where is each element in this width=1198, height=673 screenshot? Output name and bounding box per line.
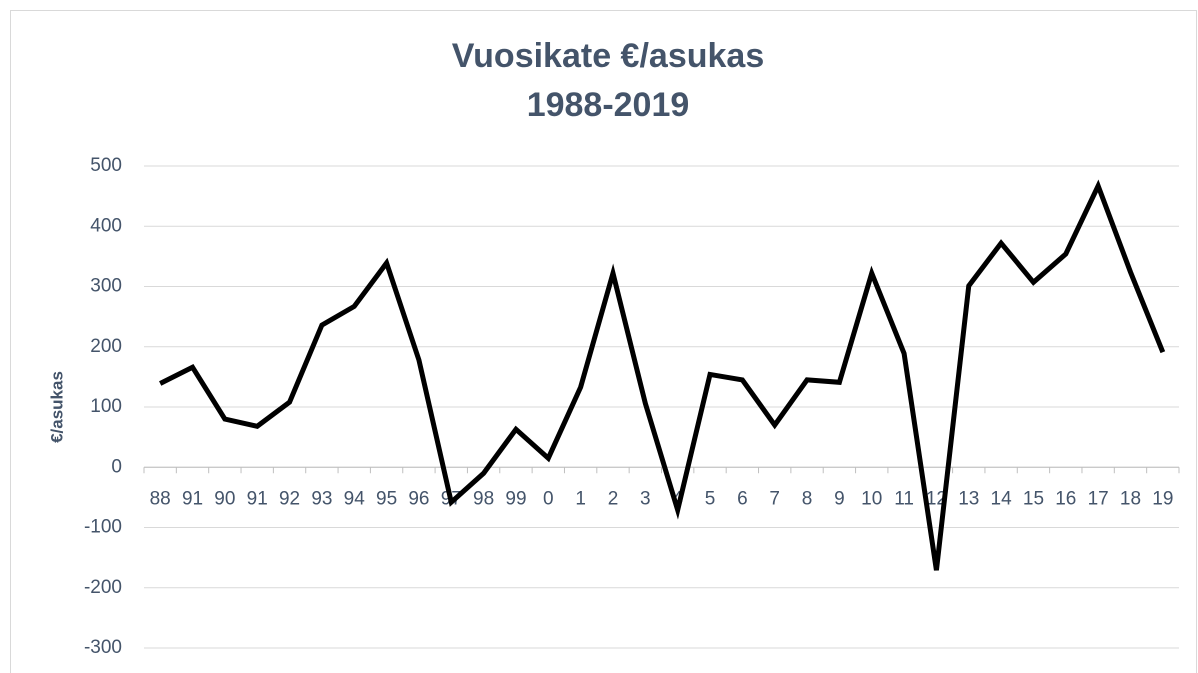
chart-border xyxy=(10,10,1197,673)
x-tick-label: 7 xyxy=(769,488,780,509)
chart-title: 1988-2019 xyxy=(527,86,690,124)
y-tick-label: -100 xyxy=(84,517,122,538)
x-tick-label: 98 xyxy=(473,488,494,509)
y-tick-label: -200 xyxy=(84,577,122,598)
x-tick-label: 92 xyxy=(279,488,300,509)
x-tick-label: 8 xyxy=(802,488,813,509)
x-tick-label: 19 xyxy=(1152,488,1173,509)
x-tick-label: 88 xyxy=(150,488,171,509)
y-tick-label: -300 xyxy=(84,637,122,658)
x-tick-label: 11 xyxy=(894,488,914,509)
x-tick-label: 9 xyxy=(834,488,845,509)
x-tick-label: 91 xyxy=(182,488,203,509)
x-tick-label: 1 xyxy=(575,488,586,509)
x-tick-label: 96 xyxy=(408,488,429,509)
x-tick-label: 94 xyxy=(344,488,366,509)
x-tick-label: 2 xyxy=(608,488,619,509)
x-tick-label: 95 xyxy=(376,488,397,509)
x-tick-label: 10 xyxy=(861,488,882,509)
y-tick-label: 100 xyxy=(90,396,122,417)
x-tick-label: 91 xyxy=(247,488,268,509)
x-tick-label: 17 xyxy=(1088,488,1109,509)
x-tick-label: 93 xyxy=(311,488,332,509)
chart-title: Vuosikate €/asukas xyxy=(452,37,764,75)
x-tick-label: 16 xyxy=(1055,488,1076,509)
y-tick-label: 400 xyxy=(90,215,122,236)
x-tick-label: 3 xyxy=(640,488,651,509)
x-tick-label: 13 xyxy=(958,488,979,509)
x-tick-label: 99 xyxy=(505,488,526,509)
y-axis-label: €/asukas xyxy=(47,371,66,443)
x-tick-label: 5 xyxy=(705,488,716,509)
x-tick-label: 0 xyxy=(543,488,554,509)
x-tick-label: 90 xyxy=(214,488,235,509)
y-tick-label: 200 xyxy=(90,336,122,357)
x-tick-label: 6 xyxy=(737,488,748,509)
data-line xyxy=(159,179,1166,571)
x-tick-label: 14 xyxy=(991,488,1013,509)
x-tick-label: 18 xyxy=(1120,488,1141,509)
y-tick-label: 300 xyxy=(90,276,122,297)
x-tick-label: 15 xyxy=(1023,488,1044,509)
y-tick-label: 500 xyxy=(90,155,122,176)
y-tick-label: 0 xyxy=(111,456,122,477)
